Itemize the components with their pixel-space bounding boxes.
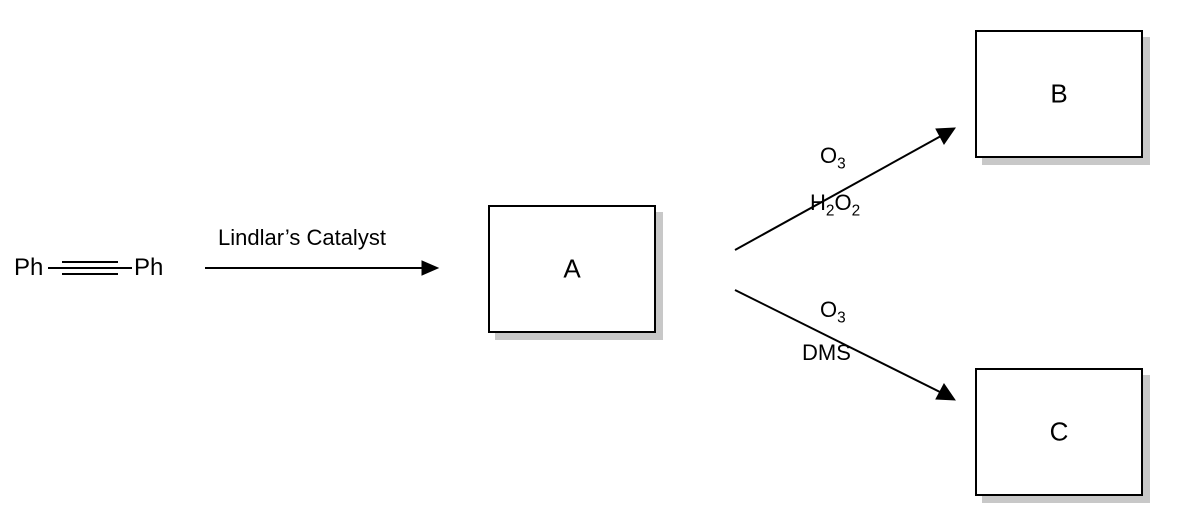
product-box-b-frame: B bbox=[975, 30, 1143, 158]
starting-material-right-group: Ph bbox=[134, 254, 163, 282]
step1-reagent-label: Lindlar’s Catalyst bbox=[218, 225, 386, 251]
product-box-a-label: A bbox=[563, 254, 580, 285]
product-box-a-frame: A bbox=[488, 205, 656, 333]
starting-material-left-group: Ph bbox=[14, 254, 43, 282]
product-box-b-label: B bbox=[1050, 79, 1067, 110]
triple-bond-icon bbox=[48, 262, 132, 274]
product-box-c-frame: C bbox=[975, 368, 1143, 496]
product-box-c: C bbox=[975, 368, 1143, 496]
branch-top-reagent-1: O3 bbox=[820, 143, 846, 173]
branch-bottom-reagent-2: DMS bbox=[802, 340, 851, 366]
branch-bottom-reagent-1: O3 bbox=[820, 297, 846, 327]
branch-top-reagent-2: H2O2 bbox=[810, 190, 860, 220]
step1-arrow-icon bbox=[205, 261, 438, 275]
product-box-a: A bbox=[488, 205, 656, 333]
product-box-c-label: C bbox=[1050, 417, 1069, 448]
product-box-b: B bbox=[975, 30, 1143, 158]
